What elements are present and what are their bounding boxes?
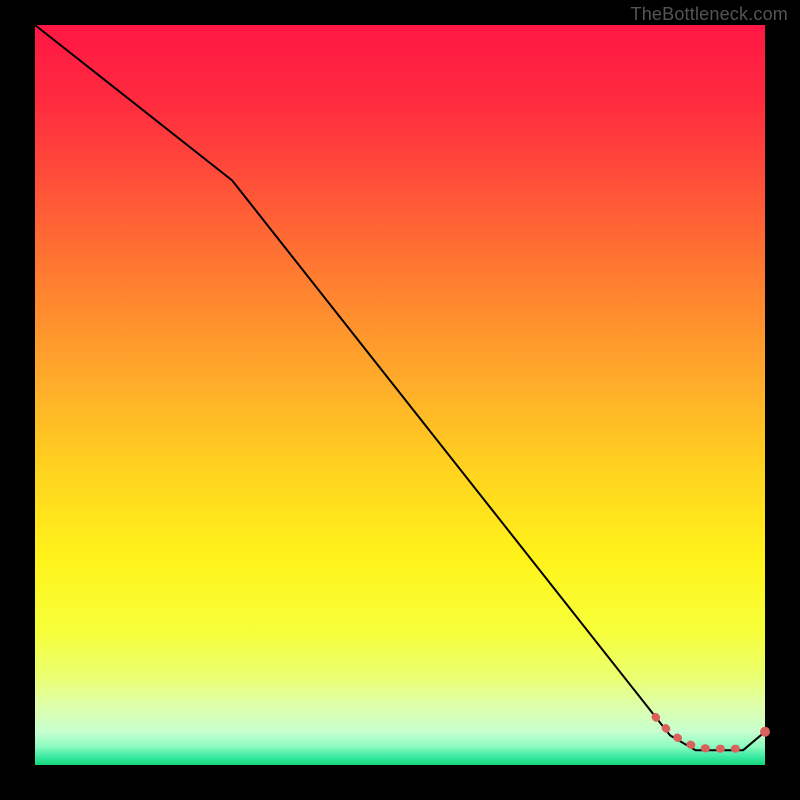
end-marker-dot [760,727,770,737]
chart-canvas: TheBottleneck.com [0,0,800,800]
chart-overlay [0,0,800,800]
watermark-text: TheBottleneck.com [631,4,788,25]
main-curve [35,25,765,750]
